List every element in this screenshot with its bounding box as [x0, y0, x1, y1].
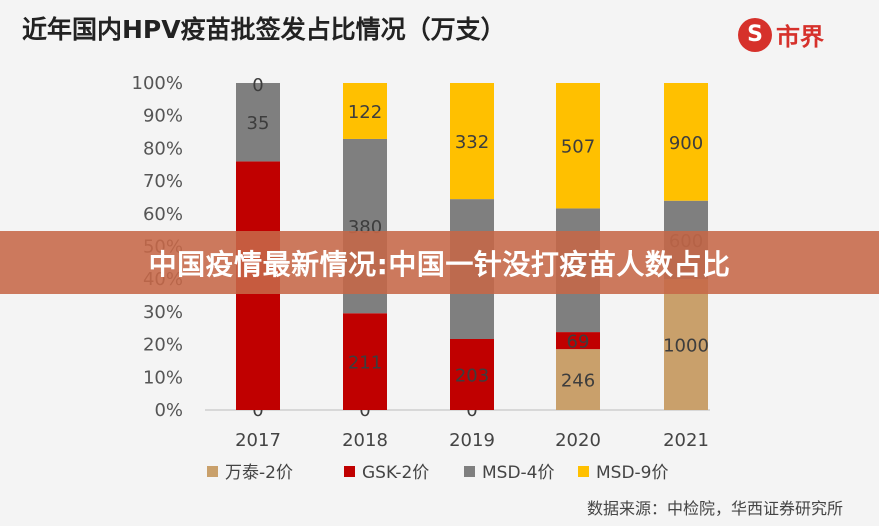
y-tick-label: 100% [132, 73, 183, 94]
bar-segment [450, 339, 494, 410]
data-label: 0 [359, 400, 370, 421]
bar-segment [556, 349, 600, 410]
y-tick-label: 0% [154, 400, 183, 421]
legend-swatch [207, 466, 218, 477]
x-tick-label: 2021 [663, 430, 709, 451]
data-label: 203 [455, 366, 489, 387]
y-tick-label: 70% [143, 171, 183, 192]
data-label: 122 [348, 102, 382, 123]
data-label: 507 [561, 137, 595, 158]
data-label: 900 [669, 133, 703, 154]
source-note: 数据来源：中检院，华西证券研究所 [586, 499, 843, 518]
chart-title: 近年国内HPV疫苗批签发占比情况（万支） [22, 15, 506, 44]
legend-label: GSK-2价 [362, 463, 429, 483]
legend-swatch [344, 466, 355, 477]
data-label: 35 [247, 113, 270, 134]
brand-logo: S 市界 [738, 17, 824, 52]
data-label: 332 [455, 132, 489, 153]
banner-text: 中国疫情最新情况:中国一针没打疫苗人数占比 [148, 247, 731, 281]
data-label: 1000 [663, 336, 709, 357]
legend-label: MSD-4价 [482, 463, 555, 483]
legend-label: MSD-9价 [596, 463, 669, 483]
bar-segment [236, 83, 280, 162]
bar-segment [343, 83, 387, 139]
data-label: 0 [252, 400, 263, 421]
y-tick-label: 60% [143, 204, 183, 225]
data-label: 0 [252, 75, 263, 96]
bar-segment [450, 83, 494, 200]
y-tick-label: 30% [143, 302, 183, 323]
overlay-banner: 中国疫情最新情况:中国一针没打疫苗人数占比 [0, 231, 879, 294]
data-label: 69 [567, 332, 590, 353]
legend-label: 万泰-2价 [225, 463, 293, 483]
bar-segment [664, 279, 708, 410]
y-tick-label: 20% [143, 335, 183, 356]
x-tick-label: 2020 [555, 430, 601, 451]
x-tick-label: 2019 [449, 430, 495, 451]
x-tick-label: 2018 [342, 430, 388, 451]
x-tick-label: 2017 [235, 430, 281, 451]
logo-mark-icon: S [738, 17, 772, 52]
bar-segment [556, 83, 600, 209]
y-tick-label: 80% [143, 138, 183, 159]
bar-segment [343, 313, 387, 410]
y-tick-label: 10% [143, 367, 183, 388]
bar-segment [664, 83, 708, 201]
logo-text: 市界 [776, 23, 824, 51]
data-label: 246 [561, 371, 595, 392]
y-tick-label: 90% [143, 106, 183, 127]
data-label: 0 [466, 400, 477, 421]
bar-segment [556, 332, 600, 350]
legend-swatch [578, 466, 589, 477]
legend-swatch [464, 466, 475, 477]
data-label: 211 [348, 353, 382, 374]
